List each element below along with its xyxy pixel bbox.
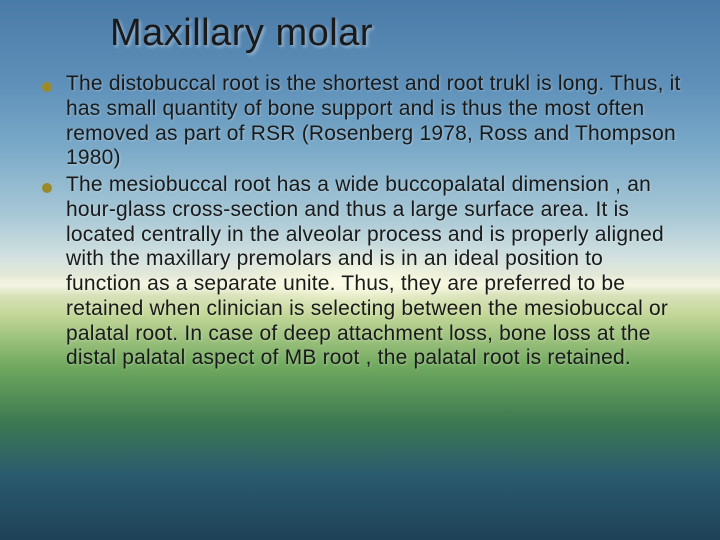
bullet-dot-icon (42, 82, 52, 92)
bullet-item: The distobuccal root is the shortest and… (42, 72, 682, 171)
bullet-text: The mesiobuccal root has a wide buccopal… (66, 173, 682, 371)
bullet-item: The mesiobuccal root has a wide buccopal… (42, 173, 682, 371)
bullet-text: The distobuccal root is the shortest and… (66, 72, 682, 171)
slide-container: Maxillary molar The distobuccal root is … (0, 0, 720, 540)
slide-title: Maxillary molar (110, 12, 373, 55)
slide-body: The distobuccal root is the shortest and… (42, 72, 682, 373)
bullet-dot-icon (42, 183, 52, 193)
